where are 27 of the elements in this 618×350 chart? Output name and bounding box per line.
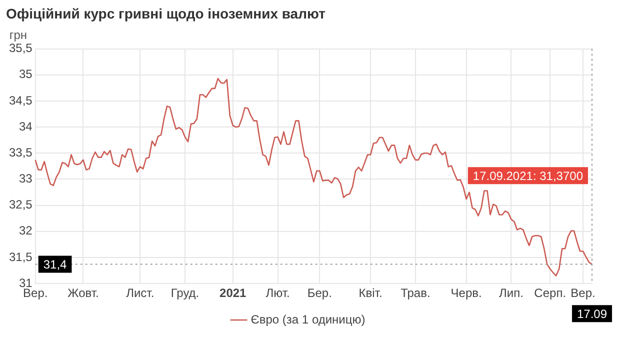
text: 17.09 <box>576 306 608 321</box>
chart-title: Офіційний курс гривні щодо іноземних валют <box>6 5 326 22</box>
x-tick-label: Серп. <box>534 286 566 300</box>
x-tick-label: Трав. <box>400 286 430 300</box>
y-tick-label: 33 <box>18 172 33 186</box>
y-tick-label: 34 <box>18 119 33 134</box>
x-tick-label: Вер. <box>570 286 596 300</box>
y-tick-label: 35 <box>18 67 33 82</box>
legend-label: Євро (за 1 одиницю) <box>250 312 366 326</box>
x-tick-label: Бер. <box>307 286 332 300</box>
annotation: 17.09.2021: 31,3700 <box>472 168 584 183</box>
ref-line-label: 31,4 <box>43 258 68 272</box>
x-tick-label: Лист. <box>126 286 154 300</box>
x-tick-label: Лют. <box>266 286 290 300</box>
y-tick-label: 33,5 <box>8 145 33 160</box>
y-axis-title: грн <box>9 28 28 42</box>
y-tick-label: 32 <box>18 224 33 238</box>
x-tick-label: Квіт. <box>358 286 382 300</box>
x-tick-label: Лип. <box>498 286 524 300</box>
x-tick-label: Жовт. <box>68 286 99 300</box>
x-tick-label: 2021 <box>220 286 247 300</box>
x-tick-label: Груд. <box>170 286 200 300</box>
x-tick-label: Черв. <box>450 286 482 300</box>
y-tick-label: 31,5 <box>8 250 33 264</box>
y-tick-label: 34,5 <box>8 93 33 108</box>
y-tick-label: 35,5 <box>8 41 33 56</box>
y-tick-label: 32,5 <box>8 198 33 212</box>
